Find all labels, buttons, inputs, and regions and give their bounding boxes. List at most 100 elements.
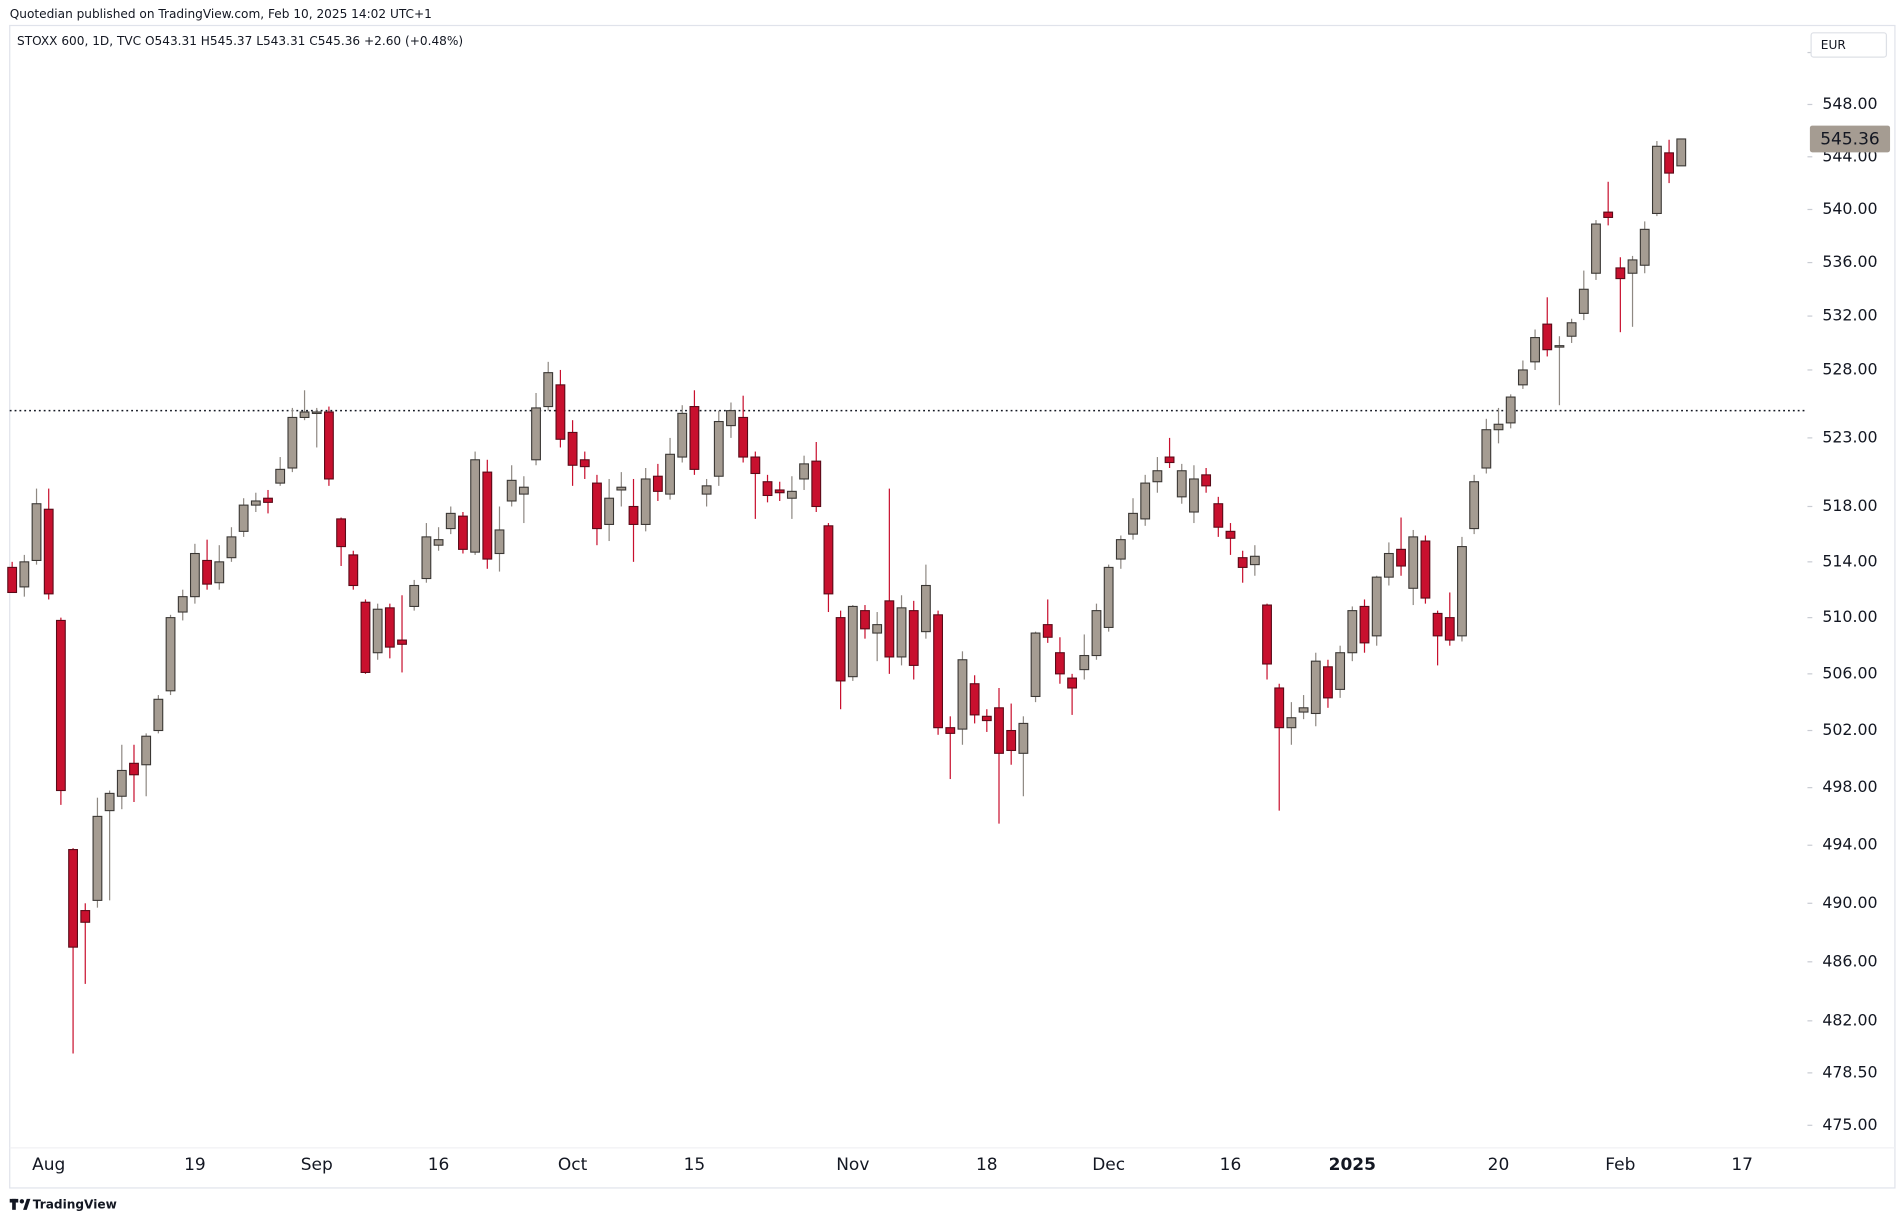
- y-tick-label: 514.00: [1822, 551, 1877, 570]
- candle-body: [579, 459, 590, 468]
- candle-body: [1493, 423, 1504, 431]
- candle-body: [1237, 557, 1248, 568]
- candle-body: [1335, 652, 1346, 690]
- y-tick-label: 498.00: [1822, 777, 1877, 796]
- candle-body: [1676, 138, 1687, 167]
- candle-body: [1432, 612, 1443, 637]
- symbol-legend: STOXX 600, 1D, TVC O543.31 H545.37 L543.…: [17, 34, 463, 48]
- candle-body: [823, 525, 834, 595]
- y-tick-label: 510.00: [1822, 607, 1877, 626]
- candle-body: [409, 584, 420, 607]
- publisher: Quotedian published on TradingView.com, …: [10, 7, 432, 21]
- candle-body: [969, 683, 980, 716]
- candle-body: [1176, 470, 1187, 498]
- candle-body: [1578, 288, 1589, 314]
- candle-body: [482, 471, 493, 560]
- candle-body: [1152, 470, 1163, 483]
- candle-body: [336, 518, 347, 548]
- x-tick-label: 2025: [1329, 1155, 1376, 1175]
- candle-body: [1128, 512, 1138, 535]
- candle-body: [762, 481, 773, 497]
- x-tick-label: 16: [428, 1155, 450, 1175]
- candle-body: [1481, 429, 1492, 469]
- candle-body: [177, 596, 188, 613]
- candle-body: [1554, 345, 1565, 348]
- x-tick-label: 19: [184, 1155, 206, 1175]
- candle-body: [835, 617, 846, 682]
- candle-body: [1347, 610, 1358, 654]
- candle-body: [1310, 660, 1321, 715]
- candle-body: [421, 536, 432, 580]
- candle-body: [1067, 677, 1078, 689]
- y-tick-label: 536.00: [1822, 252, 1877, 271]
- candle-body: [226, 536, 237, 559]
- candle-body: [372, 608, 383, 654]
- y-tick-label: 494.00: [1822, 835, 1877, 854]
- candle-body: [592, 482, 602, 530]
- candle-body: [1140, 482, 1151, 520]
- candle-body: [214, 561, 225, 584]
- candle-body: [701, 485, 712, 495]
- candle-body: [153, 698, 164, 732]
- candle-body: [531, 407, 541, 461]
- candle-body: [543, 372, 554, 408]
- candle-body: [68, 849, 78, 948]
- candle-body: [324, 411, 334, 480]
- candle-body: [981, 715, 992, 722]
- candle-body: [116, 769, 127, 797]
- candle-body: [7, 566, 18, 594]
- candle-body: [31, 503, 42, 562]
- candle-body: [1274, 687, 1285, 729]
- candle-body: [1213, 503, 1224, 528]
- candle-body: [518, 486, 529, 495]
- x-tick-label: 18: [976, 1155, 998, 1175]
- candle-body: [847, 605, 858, 678]
- candle-body: [860, 610, 870, 630]
- candle-body: [92, 815, 103, 901]
- candle-body: [1018, 722, 1029, 754]
- candle-body: [689, 406, 700, 470]
- x-tick-label: 16: [1220, 1155, 1242, 1175]
- candle-body: [458, 515, 468, 550]
- candle-body: [360, 601, 371, 673]
- candle-body: [43, 508, 54, 595]
- candle-body: [1042, 624, 1053, 638]
- candle-body: [652, 475, 663, 492]
- candle-body: [55, 619, 66, 792]
- x-tick-label: Oct: [558, 1155, 588, 1175]
- candle-body: [1164, 456, 1175, 464]
- y-tick-label: 486.00: [1822, 951, 1877, 970]
- candle-body: [189, 552, 200, 598]
- chart-frame: [9, 24, 1896, 1189]
- candle-body: [1639, 228, 1650, 266]
- candle-body: [275, 468, 286, 484]
- candle-body: [908, 610, 919, 666]
- candle-body: [470, 459, 481, 553]
- candle-body: [141, 735, 152, 766]
- currency-box: [1810, 32, 1888, 58]
- candle-body: [774, 489, 785, 494]
- candle-body: [1030, 632, 1041, 698]
- candle-body: [1091, 610, 1102, 657]
- y-tick-label: 523.00: [1822, 427, 1877, 446]
- candle-body: [1286, 717, 1297, 729]
- x-tick-label: 15: [684, 1155, 706, 1175]
- candle-body: [1420, 540, 1431, 599]
- candle-body: [202, 559, 213, 585]
- y-tick-label: 540.00: [1822, 199, 1877, 218]
- y-tick-label: 482.00: [1822, 1010, 1877, 1029]
- candle-body: [1444, 617, 1455, 641]
- candle-body: [1383, 552, 1394, 578]
- candle-body: [1006, 729, 1017, 752]
- candle-body: [640, 478, 651, 525]
- y-tick-label: 506.00: [1822, 663, 1877, 682]
- candle-body: [1603, 211, 1614, 218]
- x-tick-label: 17: [1731, 1155, 1753, 1175]
- candles: [7, 138, 1808, 1054]
- candle-body: [397, 639, 407, 645]
- candle-body: [506, 479, 517, 502]
- candle-body: [1517, 369, 1528, 386]
- candle-body: [1079, 654, 1090, 671]
- candle-body: [263, 497, 273, 503]
